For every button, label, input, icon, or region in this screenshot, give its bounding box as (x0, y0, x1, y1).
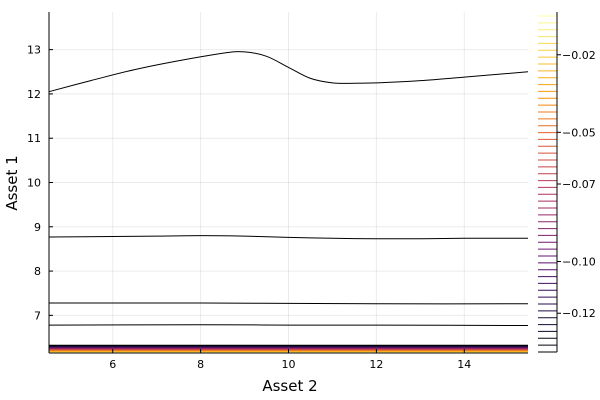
colorbar-tick-label: −0.10 (562, 256, 596, 269)
y-tick-label: 12 (27, 88, 41, 101)
colorbar-tick-label: −0.05 (562, 126, 596, 139)
grid (49, 12, 528, 353)
colorbar (538, 12, 558, 353)
y-tick-label: 11 (27, 132, 41, 145)
x-axis-ticks: 6 8 10 12 14 (109, 349, 471, 371)
x-axis-label: Asset 2 (262, 377, 317, 395)
contour-line (48, 302, 529, 305)
x-tick-label: 6 (109, 358, 116, 371)
x-tick-label: 10 (282, 358, 296, 371)
colorbar-tick-label: −0.07 (562, 178, 596, 191)
y-axis-label: Asset 1 (3, 155, 21, 210)
x-tick-label: 8 (197, 358, 204, 371)
y-tick-label: 10 (27, 177, 41, 190)
y-tick-label: 7 (34, 309, 41, 322)
contour-lines (48, 51, 529, 326)
contour-line (48, 51, 529, 93)
colorbar-ticks: −0.02 −0.05 −0.07 −0.10 −0.12 (557, 49, 596, 320)
contour-line (48, 235, 529, 240)
y-tick-label: 8 (34, 265, 41, 278)
y-tick-label: 9 (34, 221, 41, 234)
colorbar-tick-label: −0.02 (562, 49, 596, 62)
x-tick-label: 12 (369, 358, 383, 371)
y-axis-ticks: 7 8 9 10 11 12 13 (27, 44, 53, 322)
y-tick-label: 13 (27, 44, 41, 57)
contour-line (48, 324, 529, 326)
colorbar-tick-label: −0.12 (562, 307, 596, 320)
x-tick-label: 14 (457, 358, 471, 371)
